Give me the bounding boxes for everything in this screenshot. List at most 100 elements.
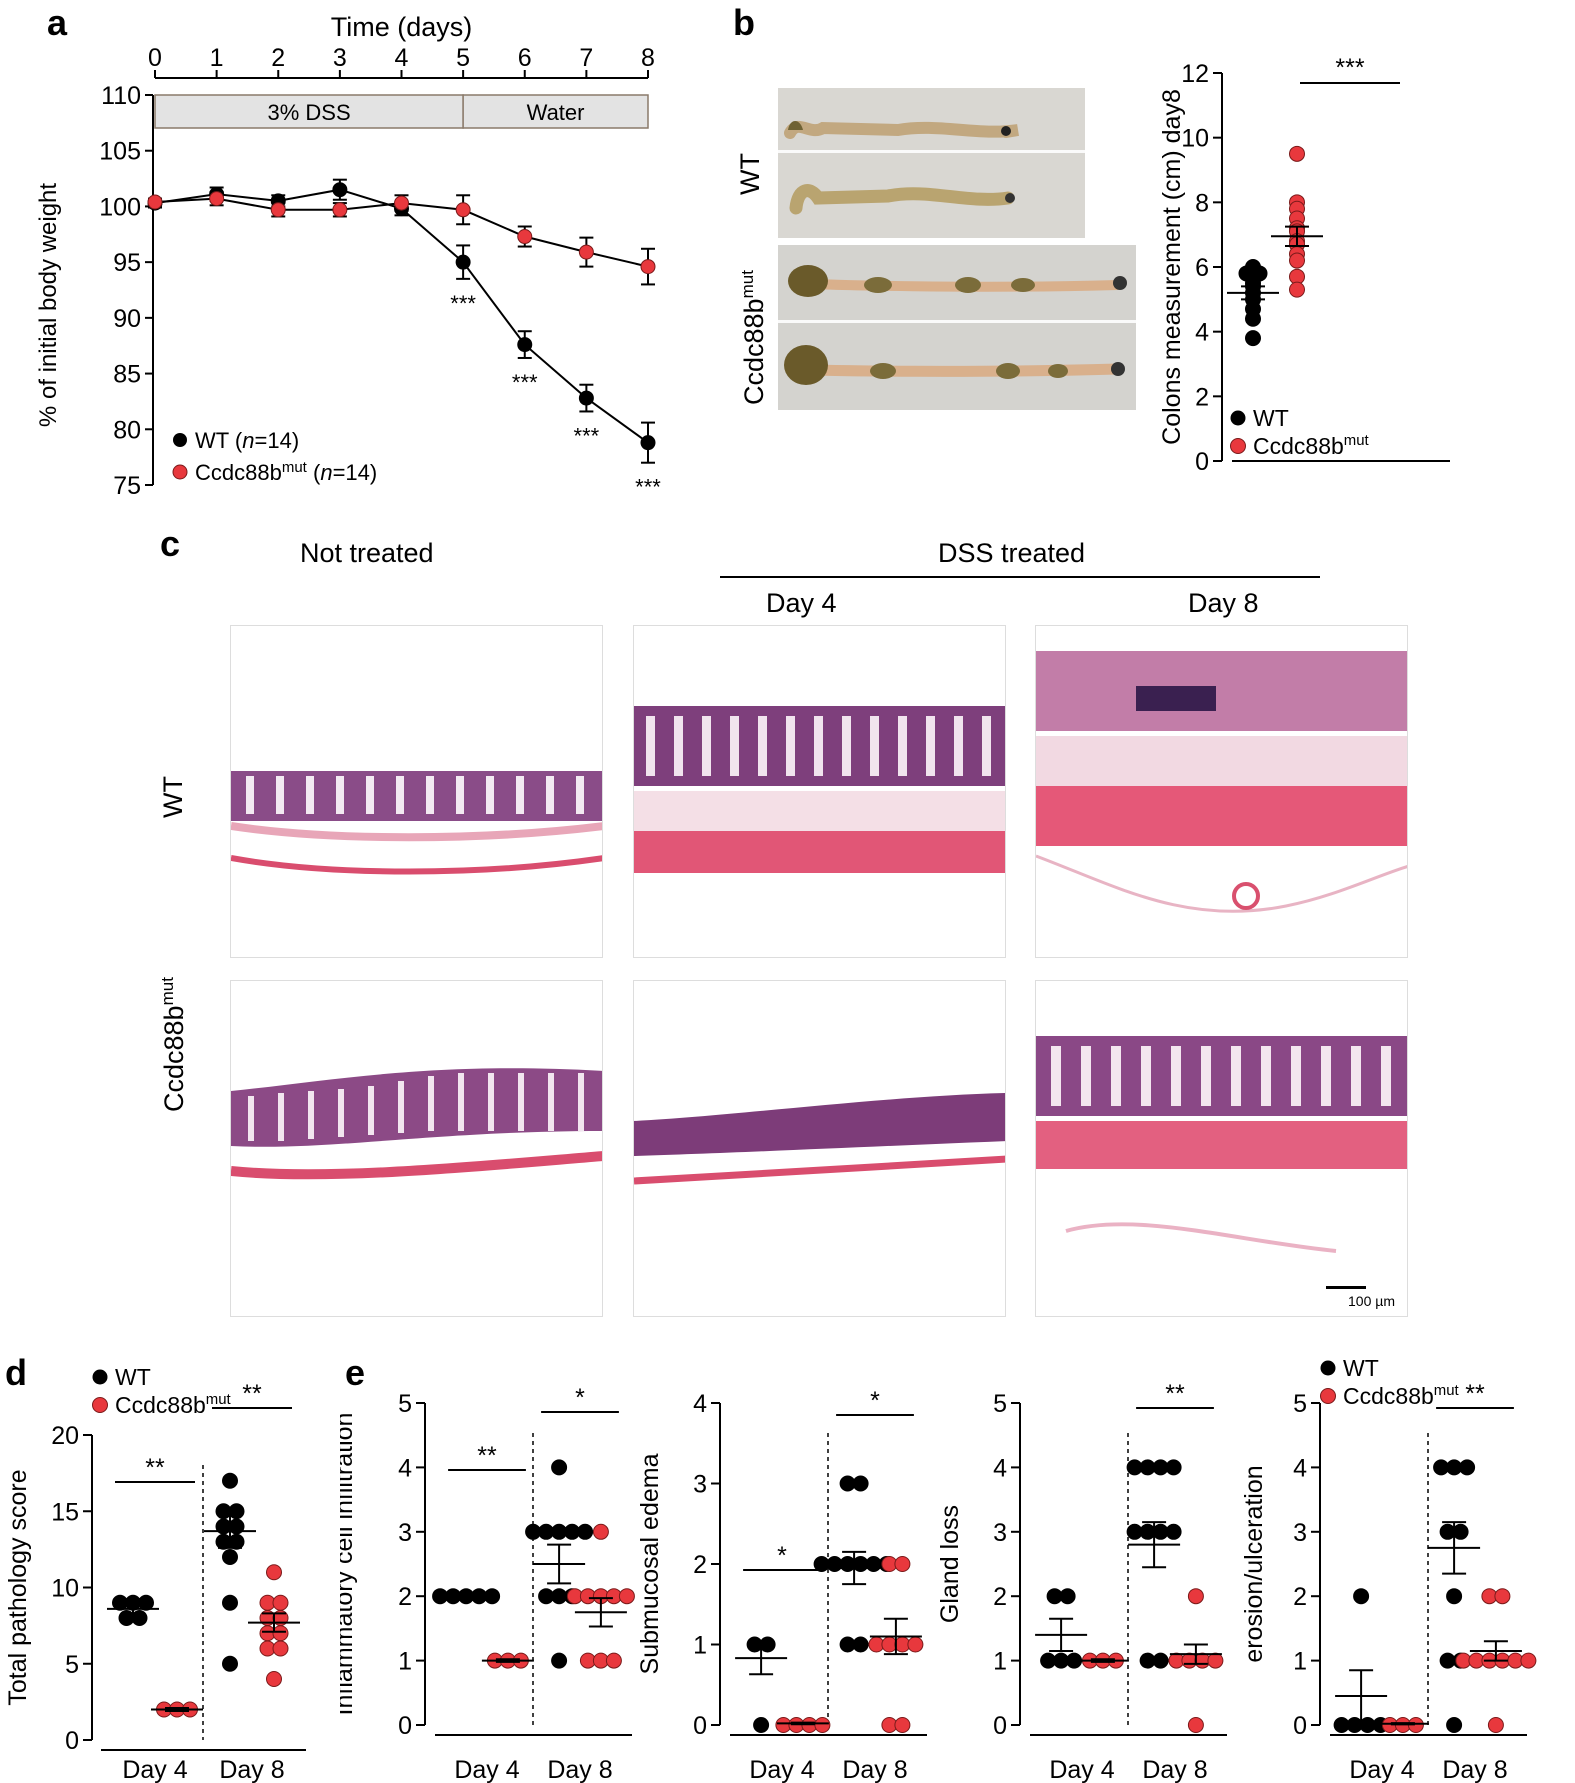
colon-photo-mut (778, 245, 1136, 410)
y-tick-label: 2 (993, 1583, 1007, 1611)
data-point (1187, 1588, 1204, 1605)
data-point (1289, 145, 1305, 162)
y-tick-label: 4 (398, 1454, 412, 1482)
data-point (894, 1556, 911, 1572)
data-point (577, 1523, 594, 1540)
data-point (1289, 252, 1305, 269)
x-tick-label: 5 (456, 44, 470, 72)
panel-e3-chart: 0 1 2 3 4 5 Gland loss Day 4 Day 8 ** (940, 1380, 1227, 1783)
significance-stars: * (575, 1384, 585, 1412)
y-axis-title: Inflammatory cell infiltration (340, 1413, 358, 1716)
data-point (1165, 1459, 1182, 1476)
histology-wt-day4 (633, 625, 1006, 958)
y-tick-label: 80 (113, 416, 141, 444)
data-point (605, 1652, 622, 1669)
y-tick-label: 0 (1293, 1712, 1307, 1740)
data-point (1207, 1652, 1224, 1669)
data-point (578, 390, 594, 406)
legend-label-mut: Ccdc88bmut (n=14) (195, 459, 377, 485)
y-axis-title: Total pathology score (4, 1469, 32, 1705)
data-point (270, 202, 286, 218)
y-tick-label: 10 (1181, 125, 1209, 153)
treatment-bar (154, 94, 464, 129)
panel-a-label: a (47, 2, 68, 43)
y-tick-label: 10 (51, 1575, 79, 1603)
data-point (1152, 1652, 1169, 1669)
x-tick-label: 2 (271, 44, 285, 72)
legend-label-mut: Ccdc88bmut (115, 1391, 232, 1418)
panel-b-label: b (733, 2, 755, 43)
y-tick-label: 2 (398, 1583, 412, 1611)
group-label: Day 8 (842, 1756, 907, 1783)
data-point (228, 1503, 245, 1520)
group-label: Day 4 (749, 1756, 814, 1783)
series-line (154, 188, 649, 444)
legend-marker-wt (173, 433, 187, 447)
data-point (1487, 1717, 1504, 1733)
legend-marker-mut (1320, 1388, 1336, 1404)
data-point (640, 259, 656, 275)
data-point (1245, 310, 1261, 327)
y-tick-label: 2 (1293, 1583, 1307, 1611)
data-point (1452, 1523, 1469, 1540)
data-point (1289, 281, 1305, 298)
data-point (272, 1625, 289, 1642)
group-label: Day 4 (122, 1756, 187, 1783)
y-axis-title: Submucosal edema (640, 1453, 664, 1674)
x-tick-label: 3 (333, 44, 347, 72)
panel-e-label: e (345, 1352, 366, 1393)
data-point (1446, 1588, 1463, 1605)
histology-wt-not-treated (230, 625, 603, 958)
legend-label-mut: Ccdc88bmut (1253, 432, 1370, 459)
legend-label-wt: WT (115, 1364, 151, 1390)
data-point (222, 1594, 238, 1611)
data-point (618, 1588, 635, 1605)
significance-stars: ** (477, 1442, 497, 1470)
y-tick-label: 100 (99, 193, 141, 221)
data-point (222, 1549, 238, 1565)
data-point (394, 195, 409, 211)
legend-marker-mut (172, 464, 188, 480)
histology-mut-day4 (633, 980, 1006, 1317)
group-label: Day 4 (1049, 1756, 1114, 1783)
data-point (852, 1475, 869, 1492)
data-point (592, 1523, 609, 1540)
y-tick-label: 105 (99, 138, 141, 166)
legend-label-wt: WT (1253, 405, 1289, 431)
data-point (222, 1472, 238, 1489)
y-tick-label: 90 (113, 305, 141, 333)
y-tick-label: 75 (113, 472, 141, 500)
y-tick-label: 3 (1293, 1519, 1307, 1547)
data-point (814, 1717, 831, 1733)
significance-stars: *** (512, 370, 538, 395)
y-tick-label: 0 (1195, 448, 1209, 476)
data-point (517, 337, 533, 353)
data-point (222, 1655, 238, 1672)
legend-label-mut: Ccdc88bmut (1343, 1382, 1460, 1409)
legend-marker-mut (1230, 438, 1246, 454)
y-tick-label: 4 (1195, 319, 1209, 347)
data-point (209, 191, 225, 207)
data-point (1353, 1588, 1370, 1605)
y-tick-label: 0 (693, 1712, 707, 1740)
panel-c-label: c (160, 523, 181, 564)
data-point (551, 1459, 568, 1476)
y-axis-title: % of initial body weight (35, 183, 62, 427)
significance-stars: ** (242, 1380, 262, 1408)
panel-e2-chart: 0 1 2 3 4 Submucosal edema Day 4 Day 8 * * (640, 1387, 927, 1783)
x-tick-label: 7 (579, 44, 593, 72)
y-tick-label: 6 (1195, 254, 1209, 282)
panel-a-chart: Time (days) 0 1 2 3 4 5 6 7 8 3% DSS Water 75 80 85 90 9… (35, 12, 661, 500)
significance-stars: ** (145, 1454, 165, 1482)
y-tick-label: 5 (993, 1390, 1007, 1418)
scale-bar-label: 100 µm (1348, 1293, 1395, 1309)
data-point (147, 194, 163, 210)
group-label: Day 4 (1349, 1756, 1414, 1783)
significance-stars: *** (450, 291, 476, 316)
y-tick-label: 12 (1181, 60, 1209, 88)
y-tick-label: 3 (993, 1519, 1007, 1547)
legend-label-wt: WT (n=14) (195, 428, 299, 453)
histology-wt-day8 (1035, 625, 1408, 958)
colon-row-label-mut: Ccdc88bmut (738, 270, 769, 405)
